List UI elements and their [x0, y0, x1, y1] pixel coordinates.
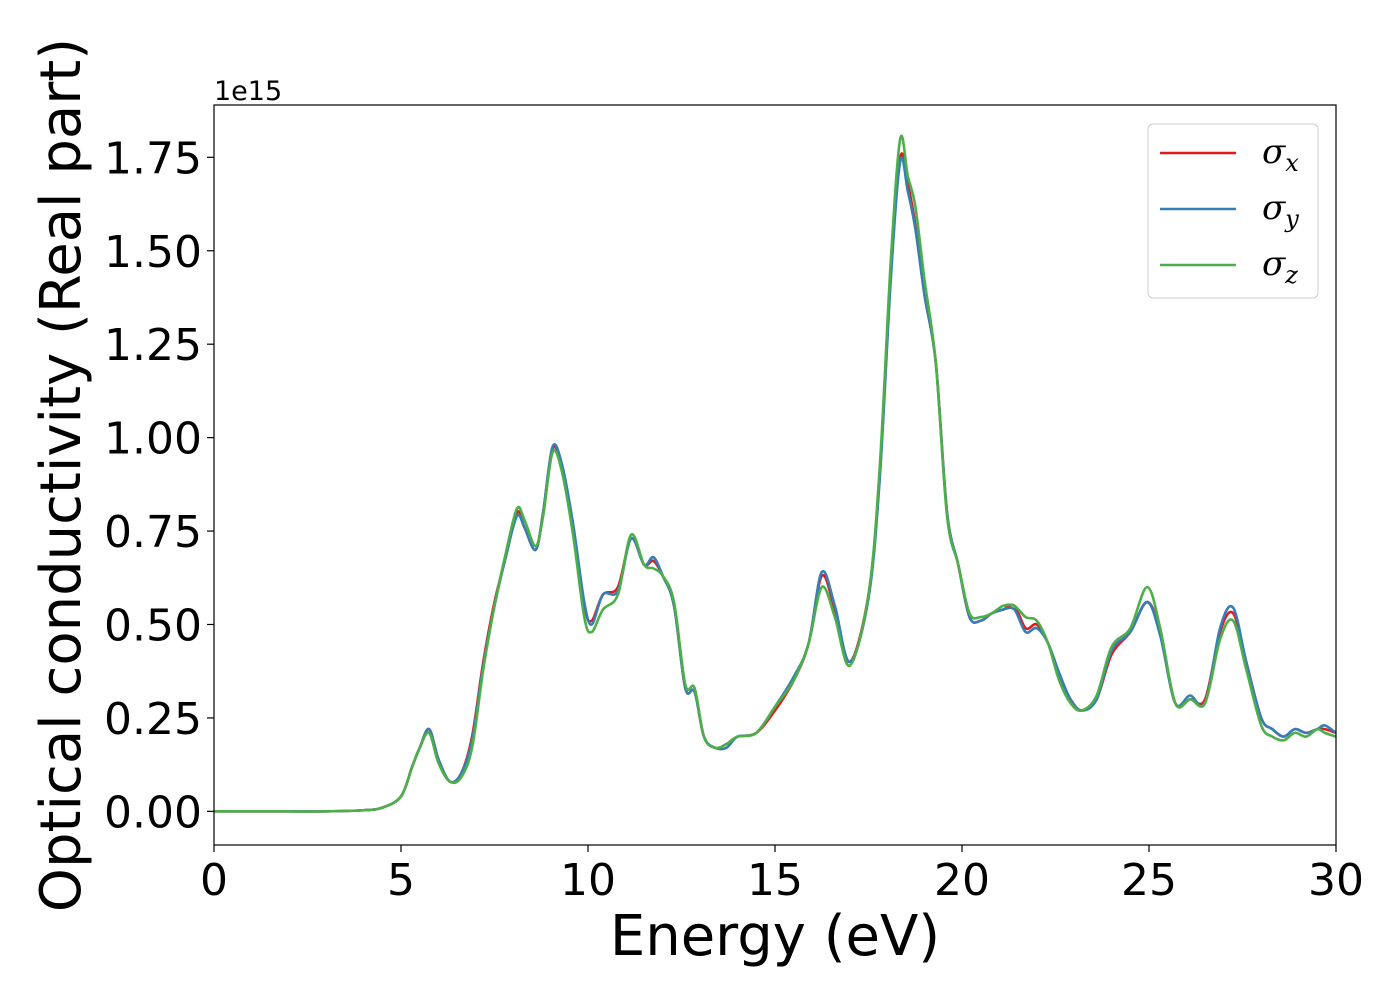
legend-box	[1147, 123, 1319, 299]
y-tick-label: 1.25	[104, 320, 202, 371]
y-axis-label: Optical conductivity (Real part)	[29, 38, 94, 912]
x-tick-label: 0	[200, 855, 228, 906]
series-line-z	[213, 134, 1337, 813]
y-tick-label: 1.75	[104, 133, 202, 184]
x-tick-label: 25	[1121, 855, 1177, 906]
x-tick-label: 5	[387, 855, 415, 906]
series-layer	[213, 134, 1337, 813]
y-offset-label: 1e15	[214, 76, 282, 107]
x-axis-label: Energy (eV)	[610, 904, 940, 969]
y-axis: 0.00 0.25 0.50 0.75 1.00 1.25 1.50 1.75	[104, 133, 214, 838]
x-tick-label: 30	[1308, 855, 1364, 906]
x-tick-label: 10	[560, 855, 616, 906]
y-tick-label: 1.00	[104, 414, 202, 465]
y-tick-label: 0.75	[104, 507, 202, 558]
y-tick-label: 0.00	[104, 787, 202, 838]
y-tick-label: 0.25	[104, 694, 202, 745]
x-tick-label: 20	[934, 855, 990, 906]
y-tick-label: 0.50	[104, 600, 202, 651]
x-tick-label: 15	[747, 855, 803, 906]
y-tick-label: 1.50	[104, 227, 202, 278]
x-axis: 0 5 10 15 20 25 30	[200, 845, 1364, 906]
